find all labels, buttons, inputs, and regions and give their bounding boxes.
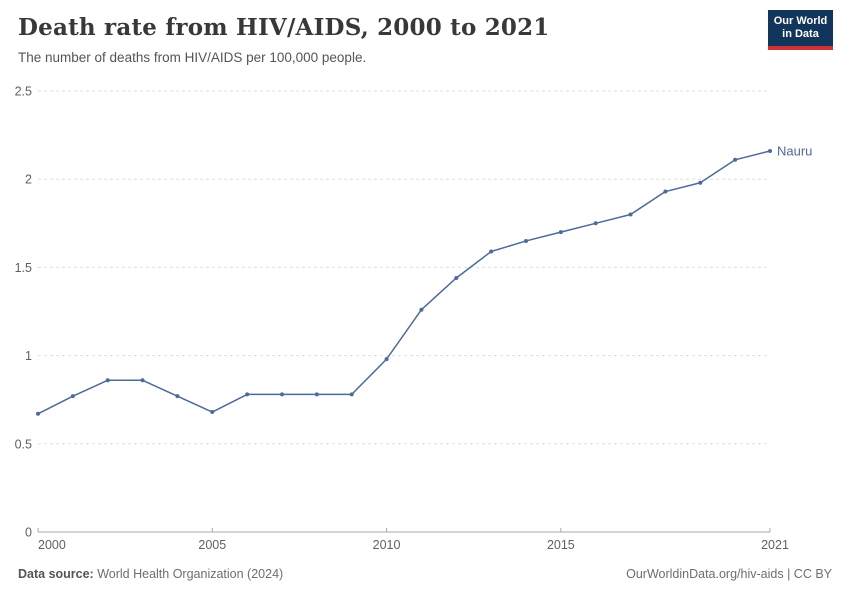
data-point[interactable]: [140, 378, 145, 383]
data-point[interactable]: [70, 394, 75, 399]
data-point[interactable]: [454, 275, 459, 280]
data-point[interactable]: [280, 392, 284, 397]
chart-footer: Data source: World Health Organization (…: [18, 567, 832, 581]
chart-subtitle: The number of deaths from HIV/AIDS per 1…: [18, 50, 367, 65]
data-point[interactable]: [489, 249, 494, 254]
owid-logo: Our World in Data: [768, 10, 833, 50]
data-point[interactable]: [419, 307, 424, 312]
x-tick-label: 2000: [38, 538, 66, 552]
attribution-link[interactable]: OurWorldinData.org/hiv-aids | CC BY: [626, 567, 832, 581]
x-tick-label: 2005: [198, 538, 226, 552]
data-point[interactable]: [349, 392, 354, 397]
x-tick-label: 2021: [761, 538, 789, 552]
data-point[interactable]: [245, 392, 250, 397]
y-tick-label: 1: [25, 349, 32, 363]
y-tick-label: 2.5: [15, 85, 32, 99]
data-point[interactable]: [593, 221, 598, 226]
data-source-label: Data source:: [18, 567, 94, 581]
data-point[interactable]: [628, 212, 633, 217]
data-point[interactable]: [314, 392, 319, 397]
data-point[interactable]: [768, 148, 772, 153]
data-point[interactable]: [384, 357, 389, 362]
owid-logo-line2: in Data: [782, 28, 819, 40]
owid-logo-line1: Our World: [773, 15, 828, 27]
x-tick-label: 2010: [373, 538, 401, 552]
data-point[interactable]: [105, 378, 110, 383]
data-source-value: World Health Organization (2024): [93, 567, 284, 581]
x-tick-label: 2015: [547, 538, 575, 552]
data-point[interactable]: [175, 394, 180, 399]
data-point[interactable]: [210, 410, 215, 415]
data-point[interactable]: [558, 230, 563, 235]
data-point[interactable]: [663, 189, 668, 194]
page-title: Death rate from HIV/AIDS, 2000 to 2021: [18, 14, 550, 41]
data-point[interactable]: [698, 180, 703, 185]
series-end-label[interactable]: Nauru: [777, 143, 812, 158]
data-point[interactable]: [733, 157, 738, 162]
y-tick-label: 0: [25, 526, 32, 540]
y-tick-label: 1.5: [15, 261, 32, 275]
data-point[interactable]: [524, 238, 528, 243]
data-point[interactable]: [36, 411, 40, 416]
chart-canvas: 0 0.5 1 1.5 2 2.5 2000 2005 2010 2015 2021 Nauru: [15, 85, 813, 553]
y-tick-label: 2: [25, 173, 32, 187]
y-tick-label: 0.5: [15, 437, 32, 451]
data-source-note: Data source: World Health Organization (…: [18, 567, 283, 581]
series-line-nauru[interactable]: [37, 150, 771, 415]
